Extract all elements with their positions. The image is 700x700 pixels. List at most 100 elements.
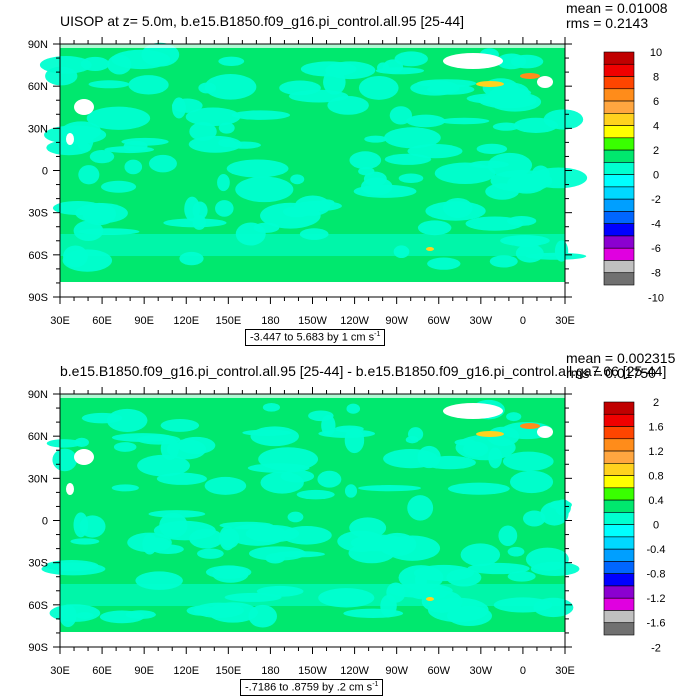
colorbar-label: -1.2	[647, 593, 666, 605]
field-blob	[262, 403, 281, 412]
y-tick-label: 30S	[28, 208, 48, 220]
colorbar-box	[603, 450, 635, 464]
field-blob	[513, 117, 559, 134]
inland-mask	[74, 99, 94, 115]
colorbar-label: -0.8	[647, 569, 666, 581]
x-tick-label: 120W	[340, 315, 369, 327]
field-blob	[364, 135, 387, 143]
field-blob	[189, 122, 217, 141]
field-blob	[212, 565, 249, 583]
field-blob	[248, 546, 306, 561]
field-band	[60, 234, 565, 256]
field-blob	[160, 418, 200, 432]
top-range-label: -3.447 to 5.683 by 1 cm s-1	[245, 329, 386, 346]
field-blob	[467, 562, 530, 575]
bottom-chart-svg: 30E 60E 90E 120E 150E 180 150W 120W 90W 60W 30W 0 30…	[28, 387, 666, 677]
field-blob	[104, 146, 155, 154]
x-tick-label: 60E	[92, 665, 112, 677]
colorbar-box	[603, 186, 635, 200]
greenland-mask	[443, 53, 503, 69]
field-blob	[427, 257, 461, 270]
bottom-rms: rms = 0.01750	[566, 365, 656, 381]
x-tick-label: 60W	[427, 315, 450, 327]
field-blob	[442, 197, 473, 218]
field-blob	[82, 202, 117, 226]
colorbar-box	[603, 401, 635, 415]
field-blob	[323, 69, 346, 95]
inland-mask	[537, 426, 553, 438]
colorbar-label: -4	[651, 219, 661, 231]
field-blob	[226, 159, 289, 178]
colorbar-label: 6	[653, 96, 659, 108]
field-blob	[189, 528, 224, 549]
field-blob	[220, 528, 240, 549]
top-panel: UISOP at z= 5.0m, b.e15.B1850.f09_g16.pi…	[28, 1, 668, 346]
field-blob	[398, 173, 424, 184]
field-blob	[78, 165, 100, 185]
field-blob	[46, 439, 82, 448]
field-blob	[384, 153, 432, 165]
field-blob	[398, 565, 444, 591]
inland-mask	[537, 76, 553, 88]
field-blob	[41, 562, 106, 576]
field-blob	[389, 106, 413, 125]
x-tick-label: 150E	[215, 665, 241, 677]
greenland-mask	[443, 403, 503, 419]
colorbar-box	[603, 573, 635, 587]
field-blob	[227, 141, 261, 149]
colorbar-box	[603, 100, 635, 114]
field-blob	[343, 608, 404, 619]
y-tick-label: 90S	[28, 292, 48, 304]
field-blob	[218, 56, 245, 66]
inland-mask	[74, 449, 94, 465]
colorbar-label: 0	[653, 520, 659, 532]
colorbar-box	[603, 260, 635, 274]
y-tick-label: 30N	[28, 123, 48, 135]
colorbar-box	[603, 536, 635, 550]
x-tick-label: 30E	[50, 665, 70, 677]
colorbar-label: -0.4	[647, 544, 666, 556]
field-blob	[327, 95, 369, 115]
colorbar-box	[603, 211, 635, 224]
field-blob	[382, 59, 404, 75]
colorbar-box	[603, 524, 635, 538]
colorbar-box	[603, 499, 635, 513]
x-tick-label: 150W	[298, 315, 327, 327]
colorbar-label: 1.6	[648, 422, 663, 434]
field-blob	[510, 54, 544, 69]
y-tick-label: 60S	[28, 600, 48, 612]
field-blob	[159, 512, 188, 538]
field-blob	[52, 448, 78, 472]
field-blob	[358, 485, 422, 492]
top-colorbar: 10 8 6 4 2 0 -2 -4 -6 -8 -10	[603, 47, 664, 304]
field-blob	[344, 484, 358, 498]
colorbar-label: -2	[651, 642, 661, 654]
field-blob	[192, 201, 208, 220]
top-stats: mean = 0.01008 rms = 0.2143	[566, 1, 668, 31]
colorbar-box	[603, 610, 635, 624]
x-tick-label: 60E	[92, 315, 112, 327]
field-blob	[111, 433, 174, 442]
field-blob	[394, 51, 428, 67]
colorbar-label: 1.2	[648, 446, 663, 458]
field-blob	[334, 425, 364, 433]
top-axes: 30E 60E 90E 120E 150E 180 150W 120W 90W 60W 30W 0 30…	[28, 37, 575, 327]
field-band	[60, 584, 565, 606]
colorbar-box	[603, 198, 635, 212]
colorbar-label: 0	[653, 170, 659, 182]
field-blob	[245, 525, 300, 543]
warm-streak	[476, 81, 504, 87]
colorbar-box	[603, 426, 635, 440]
field-blob	[124, 159, 143, 175]
field-blob	[358, 76, 399, 100]
field-blob	[45, 66, 78, 86]
antarctica-mask	[60, 632, 565, 647]
field-blob	[502, 451, 554, 472]
field-blob	[290, 174, 305, 185]
bottom-stats: mean = 0.002315 rms = 0.01750	[566, 351, 675, 381]
field-blob	[319, 199, 335, 207]
colorbar-box	[603, 548, 635, 562]
bottom-mean: mean = 0.002315	[566, 350, 676, 366]
colorbar-label: -1.6	[647, 618, 666, 630]
top-title: UISOP at z= 5.0m, b.e15.B1850.f09_g16.pi…	[60, 13, 465, 29]
